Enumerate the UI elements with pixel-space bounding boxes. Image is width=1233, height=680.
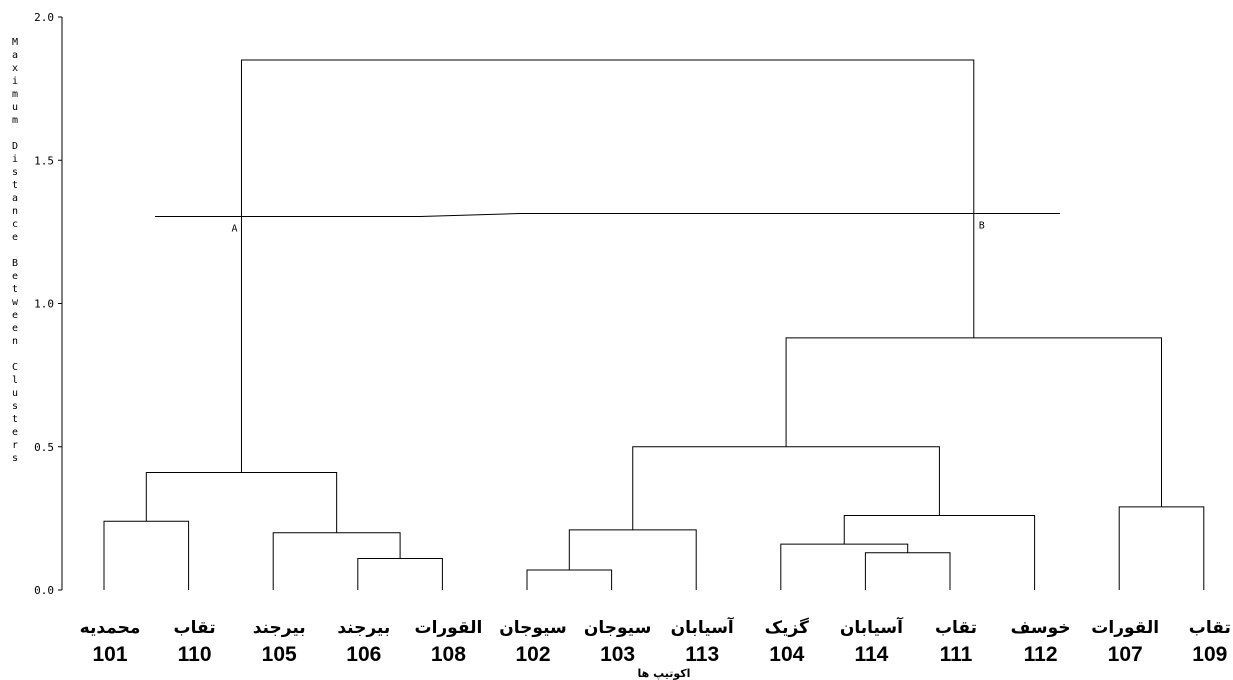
leaf-id-label: 101 [92, 643, 127, 666]
leaf-id-label: 113 [685, 643, 719, 666]
dendrogram-link [526, 569, 613, 590]
y-axis-title-char: w [12, 297, 19, 308]
dendrogram-link [632, 446, 940, 530]
dendrogram-link [145, 472, 338, 533]
leaf-id-label: 109 [1192, 643, 1227, 666]
y-axis-title-char: C [12, 362, 18, 373]
leaf-name-label: آسیابان [671, 616, 735, 638]
y-axis-title-char: a [12, 193, 18, 204]
leaf-name-label: تقاب [174, 618, 216, 638]
dendrogram-tree [103, 59, 1205, 590]
dendrogram-link [785, 337, 1162, 507]
leaf-id-label: 105 [262, 643, 297, 666]
y-axis-title-char: t [12, 414, 18, 425]
leaf-name-label: بیرجند [337, 618, 390, 638]
y-axis-title-char: e [12, 232, 18, 243]
dendrogram-link [568, 529, 697, 590]
leaf-id-label: 108 [431, 643, 466, 666]
leaf-name-label: محمدیه [80, 618, 141, 638]
y-axis-title-char: c [12, 219, 18, 230]
y-axis-title-char: e [12, 310, 18, 321]
y-axis-title-char: e [12, 271, 18, 282]
y-axis-title-char: u [12, 388, 18, 399]
y-tick-label: 0.5 [34, 441, 54, 454]
leaf-id-label: 111 [940, 643, 973, 666]
y-axis-title-char: t [12, 284, 18, 295]
leaf-id-label: 104 [769, 643, 804, 666]
cut-line [155, 213, 1060, 218]
dendrogram-link [864, 552, 951, 590]
x-axis-title: اکوتیپ ها [638, 667, 691, 680]
y-axis-title-char: i [12, 154, 18, 165]
y-axis-title-char: n [12, 206, 18, 217]
y-axis: 0.0 0.5 1.0 1.5 2.0 [34, 11, 63, 597]
leaf-id-label: 110 [178, 643, 212, 666]
leaf-id-label: 102 [515, 643, 550, 666]
y-axis-title-char: D [12, 141, 18, 152]
dendrogram-link [780, 543, 909, 590]
dendrogram-link [240, 59, 975, 473]
leaf-name-label: بیرجند [253, 618, 306, 638]
y-axis-title-char: B [12, 258, 18, 269]
y-tick-label: 2.0 [34, 11, 54, 24]
leaf-name-label: تقاب [1189, 618, 1231, 638]
leaf-id-label: 103 [600, 643, 635, 666]
y-axis-title-char: s [12, 453, 18, 464]
leaf-name-label: القورات [414, 618, 482, 638]
y-tick-label: 1.5 [34, 154, 54, 167]
y-axis-title-char: n [12, 336, 18, 347]
dendrogram-link [103, 520, 190, 590]
leaf-id-label: 107 [1108, 643, 1143, 666]
leaf-name-label: القورات [1091, 618, 1159, 638]
leaf-id-label: 106 [346, 643, 381, 666]
y-axis-title-char: e [12, 427, 18, 438]
cut-label-a: A [231, 224, 237, 235]
leaf-labels: محمدیه 101 تقاب 110 بیرجند 105 بیرجند 106 القورا… [80, 616, 1231, 666]
cut-label-b: B [979, 221, 985, 232]
leaf-name-label: سیوجان [584, 618, 651, 638]
y-axis-title-char: r [12, 440, 18, 451]
y-axis-title-char: x [12, 63, 18, 74]
y-axis-title-char: s [12, 167, 18, 178]
dendrogram-link [1118, 506, 1205, 590]
leaf-name-label: خوسف [1011, 618, 1071, 638]
leaf-id-label: 114 [854, 643, 888, 666]
leaf-name-label: تقاب [935, 618, 977, 638]
leaf-name-label: سیوجان [499, 618, 566, 638]
dendrogram-link [272, 532, 401, 590]
y-axis-title-char: i [12, 76, 18, 87]
leaf-name-label: گزیک [765, 617, 809, 638]
y-axis-title-char: m [12, 115, 18, 126]
leaf-name-label: آسیابان [840, 616, 904, 638]
y-axis-title-char: M [12, 37, 18, 48]
y-axis-title-char: t [12, 180, 18, 191]
leaf-id-label: 112 [1024, 643, 1058, 666]
y-tick-label: 0.0 [34, 584, 54, 597]
y-axis-title-char: s [12, 401, 18, 412]
y-axis-title-char: e [12, 323, 18, 334]
y-axis-title-char: u [12, 102, 18, 113]
dendrogram-link [357, 557, 443, 590]
y-axis-title-char: m [12, 89, 18, 100]
y-tick-label: 1.0 [34, 298, 54, 311]
y-axis-title-char: a [12, 50, 18, 61]
y-axis-title-char: l [12, 375, 18, 386]
